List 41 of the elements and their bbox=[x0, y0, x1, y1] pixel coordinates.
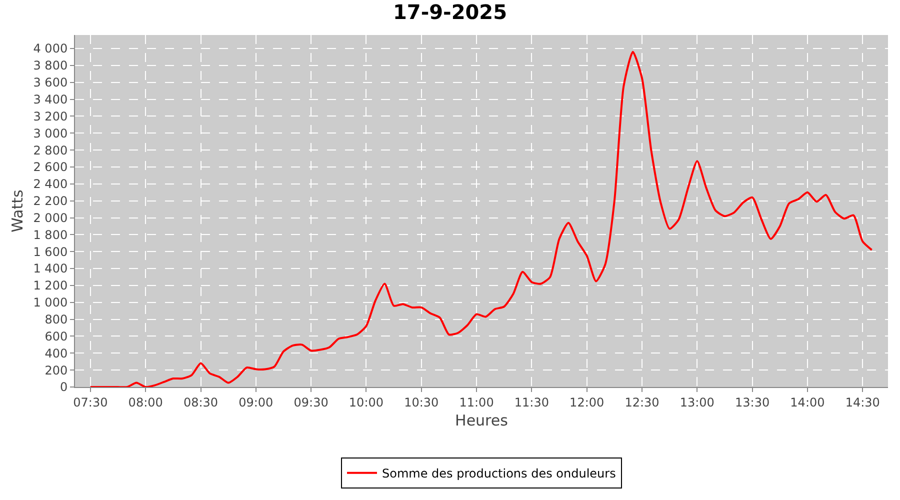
y-tick-label: 0 bbox=[60, 380, 68, 394]
y-tick-label: 3 200 bbox=[33, 109, 68, 124]
y-tick-label: 800 bbox=[44, 312, 68, 327]
x-tick-label: 09:00 bbox=[238, 395, 274, 410]
x-tick-label: 08:00 bbox=[128, 395, 163, 410]
x-tick-label: 13:00 bbox=[680, 395, 714, 410]
x-tick-label: 13:30 bbox=[735, 395, 770, 410]
y-tick-label: 3 400 bbox=[33, 92, 68, 107]
y-tick-label: 1 600 bbox=[33, 244, 68, 259]
y-tick-label: 2 200 bbox=[33, 194, 68, 208]
x-tick-label: 12:30 bbox=[624, 395, 660, 410]
y-tick-label: 4 000 bbox=[33, 42, 68, 56]
x-tick-label: 08:30 bbox=[183, 395, 218, 410]
x-tick-label: 11:30 bbox=[514, 395, 549, 410]
y-axis-title: Watts bbox=[8, 190, 26, 232]
y-tick-label: 600 bbox=[44, 329, 68, 344]
x-tick-label: 09:30 bbox=[294, 395, 328, 410]
y-tick-label: 200 bbox=[44, 363, 68, 378]
y-tick-label: 2 400 bbox=[33, 177, 68, 192]
y-tick-label: 2 800 bbox=[33, 143, 68, 158]
y-tick-label: 1 400 bbox=[33, 262, 68, 276]
y-tick-label: 3 600 bbox=[33, 76, 68, 90]
y-tick-label: 400 bbox=[44, 346, 68, 360]
y-tick-label: 1 200 bbox=[33, 278, 68, 293]
x-tick-label: 07:30 bbox=[73, 395, 108, 410]
y-tick-label: 2 000 bbox=[33, 210, 68, 225]
legend-label: Somme des productions des onduleurs bbox=[382, 466, 616, 481]
y-tick-label: 2 600 bbox=[33, 160, 68, 174]
x-tick-label: 11:00 bbox=[459, 395, 494, 410]
x-axis-title: Heures bbox=[455, 411, 508, 430]
x-tick-label: 14:30 bbox=[845, 395, 880, 410]
x-tick-label: 12:00 bbox=[570, 395, 604, 410]
y-tick-label: 1 800 bbox=[33, 228, 68, 242]
y-tick-label: 3 000 bbox=[33, 126, 68, 140]
y-tick-label: 1 000 bbox=[33, 296, 68, 310]
x-tick-label: 10:30 bbox=[404, 395, 439, 410]
line-series bbox=[89, 50, 873, 387]
x-tick-label: 10:00 bbox=[348, 395, 384, 410]
x-tick-label: 14:00 bbox=[790, 395, 825, 410]
y-tick-label: 3 800 bbox=[33, 58, 68, 73]
chart-title: 17-9-2025 bbox=[392, 0, 508, 24]
